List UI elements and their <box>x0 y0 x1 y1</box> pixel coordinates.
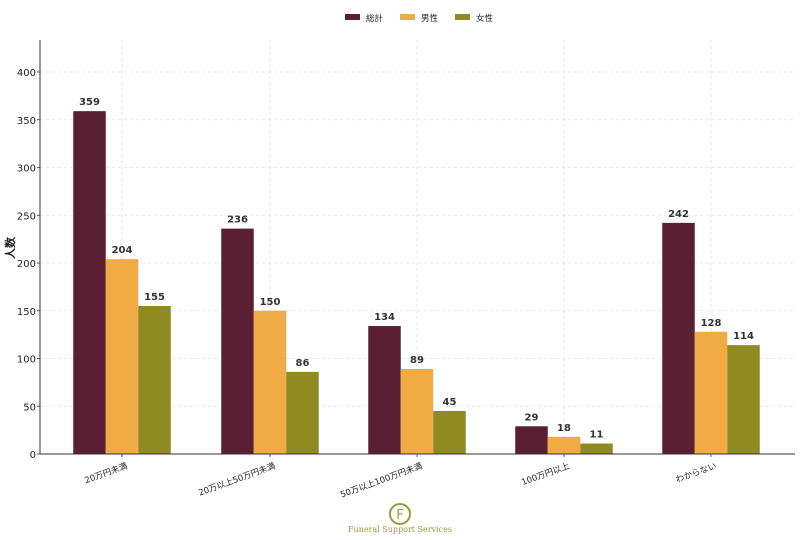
legend-label: 女性 <box>476 13 494 24</box>
y-tick-label: 150 <box>17 307 36 318</box>
logo-text: Funeral Support Services <box>348 525 452 534</box>
bar-女性-わからない <box>727 345 760 454</box>
y-tick-label: 100 <box>17 355 36 366</box>
logo-emblem <box>389 503 411 525</box>
y-tick-label: 0 <box>30 450 36 461</box>
data-label: 134 <box>374 312 395 323</box>
bar-女性-20万以上50万円未満 <box>286 371 319 454</box>
legend-swatch <box>400 14 415 20</box>
bar-総計-50万以上100万円未満 <box>368 326 401 454</box>
bar-女性-100万円以上 <box>580 443 613 454</box>
legend-swatch <box>455 14 470 20</box>
data-label: 150 <box>260 297 281 308</box>
y-tick-label: 400 <box>17 68 36 79</box>
data-label: 128 <box>701 318 722 329</box>
bar-男性-20万円未満 <box>105 259 139 454</box>
bar-男性-100万円以上 <box>547 436 581 454</box>
bar-総計-わからない <box>662 222 695 454</box>
x-tick-label: 50万以上100万円未満 <box>339 460 425 500</box>
data-label: 86 <box>296 358 310 369</box>
logo-letter: F <box>396 508 403 523</box>
legend-swatch <box>345 14 360 20</box>
y-tick-label: 200 <box>17 259 36 270</box>
bar-女性-50万以上100万円未満 <box>433 411 466 454</box>
data-label: 45 <box>443 397 457 408</box>
legend-label: 総計 <box>366 13 384 24</box>
data-label: 155 <box>144 292 165 303</box>
x-tick-label: 20万以上50万円未満 <box>197 460 277 498</box>
data-label: 29 <box>525 412 539 423</box>
y-tick-label: 50 <box>23 402 36 413</box>
bar-総計-20万円未満 <box>73 111 106 454</box>
bar-男性-わからない <box>694 331 728 454</box>
data-label: 242 <box>668 209 689 220</box>
data-label: 236 <box>227 215 248 226</box>
data-label: 18 <box>557 423 571 434</box>
bar-女性-20万円未満 <box>138 305 171 454</box>
data-label: 359 <box>79 97 100 108</box>
data-label: 114 <box>733 331 754 342</box>
x-tick-label: 100万円以上 <box>520 461 571 488</box>
bar-総計-100万円以上 <box>515 426 548 454</box>
data-label: 89 <box>410 355 424 366</box>
y-tick-label: 350 <box>17 116 36 127</box>
data-label: 11 <box>590 429 604 440</box>
x-tick-label: 20万円未満 <box>83 460 129 486</box>
bar-男性-20万以上50万円未満 <box>253 310 287 454</box>
bar-総計-20万以上50万円未満 <box>221 228 254 454</box>
y-axis-label: 人数 <box>3 236 17 259</box>
data-label: 204 <box>112 245 133 256</box>
bar-男性-50万以上100万円未満 <box>400 369 434 454</box>
x-tick-label: わからない <box>675 461 718 485</box>
y-tick-label: 300 <box>17 164 36 175</box>
legend-label: 男性 <box>421 13 439 24</box>
y-tick-label: 250 <box>17 211 36 222</box>
